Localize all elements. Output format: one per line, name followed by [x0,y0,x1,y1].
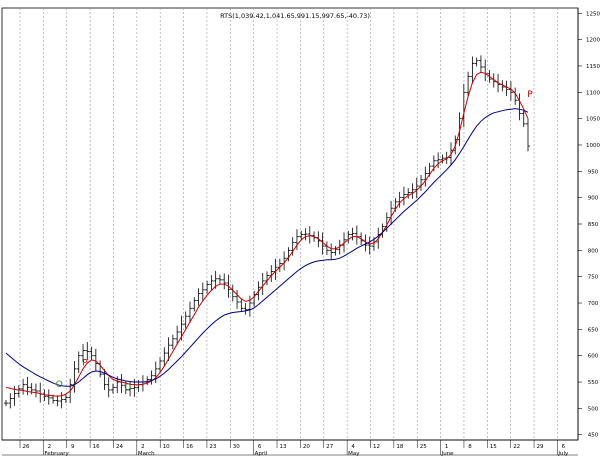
signal-markers: O P O P [56,90,533,393]
moving-averages [5,71,529,397]
y-tick-label: 750 [588,275,599,281]
x-tick-label: 23 [209,444,216,450]
x-tick-label: 15 [490,444,497,450]
chart-title: RTS(1,039.42,1,041.65,991.15,997.65,-40.… [220,12,370,20]
signal-marker: P [82,358,88,368]
x-tick-label: 30 [233,444,240,450]
x-tick-label: 26 [23,444,30,450]
x-month-label: July [557,451,569,457]
y-tick-label: 1000 [586,143,600,149]
x-tick-label: 10 [163,444,170,450]
x-tick-label: 16 [186,444,193,450]
x-month-label: April [255,451,268,457]
signal-marker: O [124,383,131,393]
price-bars [4,55,530,409]
y-tick-label: 550 [588,380,599,386]
y-tick-label: 1250 [586,11,600,17]
x-tick-label: 2 [48,444,52,450]
y-tick-label: 1050 [586,117,600,123]
y-tick-label: 450 [588,433,599,439]
y-tick-label: 700 [588,301,599,307]
plot-frame [1,7,579,441]
x-tick-label: 18 [396,444,403,450]
x-tick-label: 22 [513,444,520,450]
x-tick-label: 1 [445,444,449,450]
y-tick-label: 500 [588,406,599,412]
x-tick-label: 29 [537,444,544,450]
x-tick-label: 6 [258,444,262,450]
y-axis: 450 500 550 600 650 700 750 800 850 900 950 1000 105… [577,8,600,440]
x-tick-label: 9 [71,444,75,450]
long-ma-line [5,108,529,387]
grid-lines [1,7,579,441]
x-tick-label: 13 [280,444,287,450]
x-tick-label: 8 [468,444,472,450]
short-ma-line [5,71,529,397]
y-tick-label: 1150 [586,64,600,70]
signal-marker: O [56,380,63,390]
x-tick-label: 20 [303,444,310,450]
y-tick-label: 1100 [586,90,600,96]
x-axis: 26 2 9 16 24 2 10 16 23 30 6 13 20 27 4 12 18 25 1 8 15 22 29 6… [2,439,578,457]
x-tick-label: 2 [141,444,145,450]
x-tick-label: 4 [351,444,355,450]
y-tick-label: 1200 [586,38,600,44]
y-tick-label: 650 [588,327,599,333]
x-tick-label: 12 [373,444,380,450]
x-month-label: March [138,451,155,457]
y-tick-label: 950 [588,169,599,175]
y-tick-label: 850 [588,222,599,228]
x-tick-label: 24 [116,444,123,450]
x-tick-label: 25 [420,444,427,450]
x-tick-label: 27 [326,444,333,450]
x-month-label: May [348,451,360,457]
x-tick-label: 16 [93,444,100,450]
signal-marker: P [527,90,533,100]
x-month-label: June [441,451,455,457]
y-tick-label: 900 [588,196,599,202]
x-month-label: February [44,451,69,457]
y-tick-label: 800 [588,248,599,254]
y-tick-label: 600 [588,354,599,360]
x-tick-label: 6 [562,444,566,450]
